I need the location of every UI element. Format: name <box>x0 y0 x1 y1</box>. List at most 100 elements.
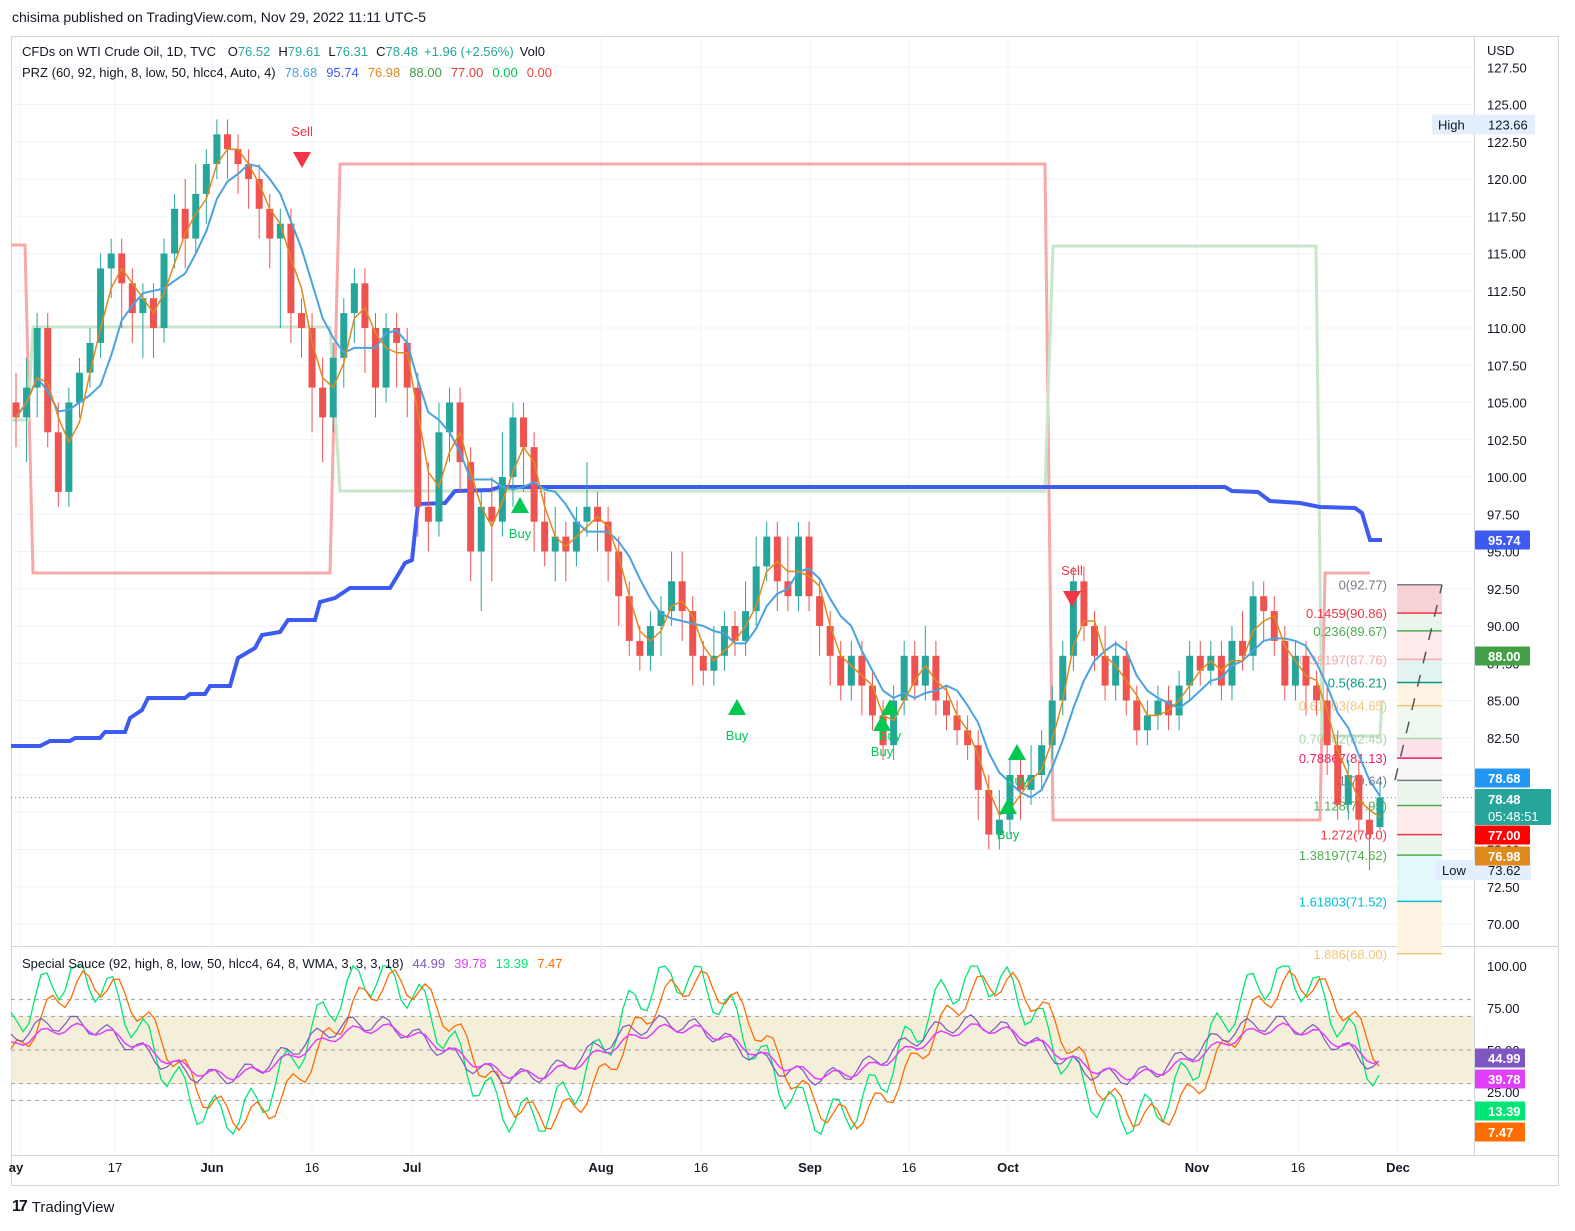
candle-body <box>942 700 950 716</box>
high-marker <box>1432 114 1535 135</box>
fib-level-label: 1.272(76.0) <box>1321 828 1388 843</box>
countdown-label: 05:48:51 <box>1488 809 1539 824</box>
candle-body <box>1376 797 1384 828</box>
candle-body <box>308 328 316 388</box>
candle-body <box>594 506 602 522</box>
buy-signal-label: Buy <box>726 728 749 743</box>
time-tick-label: Dec <box>1386 1160 1410 1175</box>
fib-level-label: 0.1459(90.86) <box>1306 606 1387 621</box>
candle-body <box>1260 596 1268 612</box>
candle-body <box>847 655 855 686</box>
price-tick-label: 122.50 <box>1487 135 1527 150</box>
time-tick-label: 16 <box>305 1160 319 1175</box>
candle-body <box>1048 700 1056 746</box>
fib-level-label: 1.886(68.00) <box>1313 947 1387 962</box>
sell-arrow-icon <box>1063 591 1081 607</box>
candle-body <box>530 447 538 522</box>
candle-body <box>1016 775 1024 790</box>
candle-body <box>223 134 231 150</box>
buy-arrow-icon <box>728 699 746 715</box>
osc-badge-label: 13.39 <box>1488 1104 1521 1119</box>
candle-body <box>1239 640 1247 656</box>
buy-arrow-icon <box>511 497 529 513</box>
time-axis[interactable]: ay 17 Jun 16 Jul Aug 16 Sep 16 Oct Nov 16 Dec <box>9 1160 1410 1175</box>
candle-body <box>773 536 781 582</box>
candle-body <box>44 328 52 433</box>
candle-body <box>657 611 665 626</box>
legend-ohlc-key: C <box>376 44 385 59</box>
price-tick-label: 112.50 <box>1487 284 1526 299</box>
legend-ohlc-key: L <box>328 44 335 59</box>
candle-body <box>668 581 676 612</box>
fib-band <box>1397 834 1442 856</box>
candle-body <box>297 313 305 328</box>
price-badge <box>1475 530 1530 550</box>
price-tick-label: 115.00 <box>1487 247 1526 262</box>
legend-prz: PRZ (60, 92, high, 8, low, 50, hlcc4, Au… <box>22 65 552 80</box>
price-tick-label: 120.00 <box>1487 172 1527 187</box>
price-tick-label: 82.50 <box>1487 731 1520 746</box>
legend-osc-value: 7.47 <box>537 956 562 971</box>
osc-tick-label: 25.00 <box>1487 1085 1520 1100</box>
fib-band <box>1397 659 1442 683</box>
candle-body <box>720 626 728 656</box>
candle-body <box>699 655 707 671</box>
osc-orange-line <box>10 968 1380 1132</box>
candle-body <box>974 745 982 790</box>
candle-body <box>1112 655 1120 686</box>
candle-body <box>424 506 432 522</box>
legend-osc-value: 39.78 <box>454 956 487 971</box>
candle-body <box>1186 655 1194 686</box>
buy-signal-label: Buy <box>997 827 1020 842</box>
candle-body <box>794 536 802 597</box>
price-axis[interactable]: USD 127.50 125.00 122.50 120.00 117.50 115.00 1… <box>1432 43 1551 932</box>
fib-band <box>1397 738 1442 759</box>
tradingview-logo[interactable]: 17 TradingView <box>12 1196 114 1218</box>
candle-body <box>1133 700 1141 731</box>
candle-body <box>1154 700 1162 716</box>
legend-prz-value: 0.00 <box>527 65 552 80</box>
buy-arrow-icon <box>999 798 1017 814</box>
time-tick-label: Sep <box>798 1160 822 1175</box>
time-tick-label: Nov <box>1185 1160 1210 1175</box>
price-badge <box>1475 768 1530 788</box>
candle-body <box>1365 819 1373 835</box>
legend-ohlc-value: 76.31 <box>336 44 369 59</box>
fib-band <box>1397 901 1442 954</box>
candle-body <box>1143 715 1151 731</box>
candle-body <box>1249 596 1257 656</box>
legend-ohlc-key: H <box>278 44 287 59</box>
candle-body <box>202 164 210 194</box>
candle-body <box>1122 655 1130 701</box>
candle-body <box>255 179 263 209</box>
time-tick-label: Oct <box>997 1160 1019 1175</box>
price-tick-label: 72.50 <box>1487 880 1520 895</box>
legend-prz-value: 88.00 <box>409 65 442 80</box>
legend-prz-value: 78.68 <box>285 65 318 80</box>
price-tick-label: 102.50 <box>1487 433 1527 448</box>
candle-body <box>625 596 633 641</box>
fib-level-label: 0.236(89.67) <box>1313 624 1387 639</box>
fib-level-label: 1.38197(74.62) <box>1299 848 1387 863</box>
time-tick-label: 17 <box>108 1160 122 1175</box>
low-label: Low <box>1442 863 1466 878</box>
moving-averages <box>15 148 1381 818</box>
price-tick-label: 105.00 <box>1487 396 1527 411</box>
candle-body <box>1038 745 1046 775</box>
candle-body <box>12 402 20 418</box>
fib-band <box>1397 682 1442 706</box>
price-tick-label: 90.00 <box>1487 619 1520 634</box>
candle-body <box>1165 700 1173 716</box>
candle-body <box>65 402 73 492</box>
fib-level-label: 0.38197(87.76) <box>1299 652 1387 667</box>
candle-body <box>858 655 866 686</box>
candle-body <box>1302 655 1310 686</box>
tradingview-brand: TradingView <box>31 1198 115 1216</box>
candle-body <box>319 387 327 418</box>
price-badge-label: 95.74 <box>1488 533 1521 548</box>
price-axis-currency: USD <box>1487 43 1514 58</box>
candle-body <box>171 208 179 254</box>
